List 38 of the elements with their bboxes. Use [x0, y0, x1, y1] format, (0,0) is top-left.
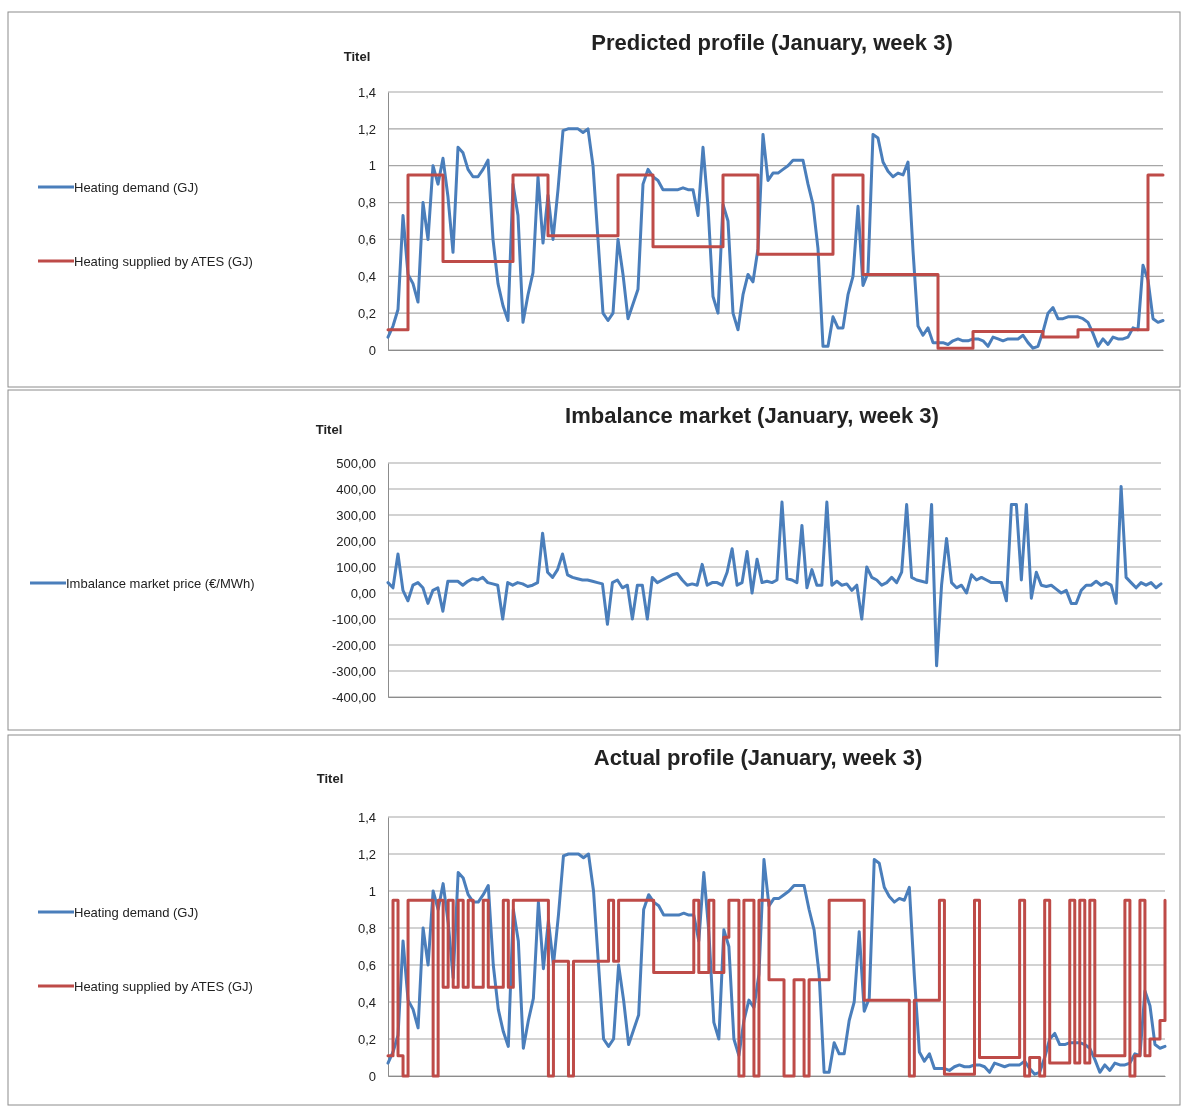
y-tick-label: 1,2 — [357, 846, 376, 862]
y-tick-label: 1,4 — [357, 84, 376, 100]
y-tick-label: 0,2 — [357, 1031, 376, 1047]
y-tick-label: -400,00 — [331, 689, 376, 705]
chart-title: Actual profile (January, week 3) — [593, 745, 923, 770]
y-axis-title: Titel — [316, 771, 344, 786]
y-tick-label: -200,00 — [331, 637, 376, 653]
y-axis-title: Titel — [315, 422, 343, 437]
y-tick-label: 1 — [368, 883, 376, 899]
y-tick-label: 1,4 — [357, 809, 376, 825]
legend-label: Heating demand (GJ) — [74, 904, 199, 920]
y-tick-label: 0 — [368, 1068, 376, 1084]
y-tick-label: -100,00 — [331, 611, 376, 627]
chart-title: Predicted profile (January, week 3) — [591, 30, 953, 55]
y-tick-label: 0,6 — [357, 957, 376, 973]
y-tick-label: 0,8 — [357, 195, 376, 211]
legend-label: Heating demand (GJ) — [74, 179, 199, 195]
y-tick-label: 300,00 — [336, 507, 376, 523]
y-tick-label: -300,00 — [331, 663, 376, 679]
line-series — [386, 484, 1163, 668]
y-tick-label: 400,00 — [336, 481, 376, 497]
y-tick-label: 0,2 — [357, 305, 376, 321]
y-tick-label: 0 — [368, 342, 376, 358]
legend-label: Heating supplied by ATES (GJ) — [74, 253, 253, 269]
y-tick-label: 200,00 — [336, 533, 376, 549]
y-axis-title: Titel — [343, 49, 371, 64]
legend-label: Heating supplied by ATES (GJ) — [74, 978, 253, 994]
y-tick-label: 1 — [368, 158, 376, 174]
legend-label: Imbalance market price (€/MWh) — [66, 575, 255, 591]
y-tick-label: 0,6 — [357, 232, 376, 248]
y-tick-label: 0,4 — [357, 268, 376, 284]
y-tick-label: 0,4 — [357, 994, 376, 1010]
y-tick-label: 1,2 — [357, 121, 376, 137]
y-tick-label: 0,00 — [350, 585, 376, 601]
y-tick-label: 500,00 — [336, 455, 376, 471]
y-tick-label: 100,00 — [336, 559, 376, 575]
chart-title: Imbalance market (January, week 3) — [565, 403, 939, 428]
y-tick-label: 0,8 — [357, 920, 376, 936]
